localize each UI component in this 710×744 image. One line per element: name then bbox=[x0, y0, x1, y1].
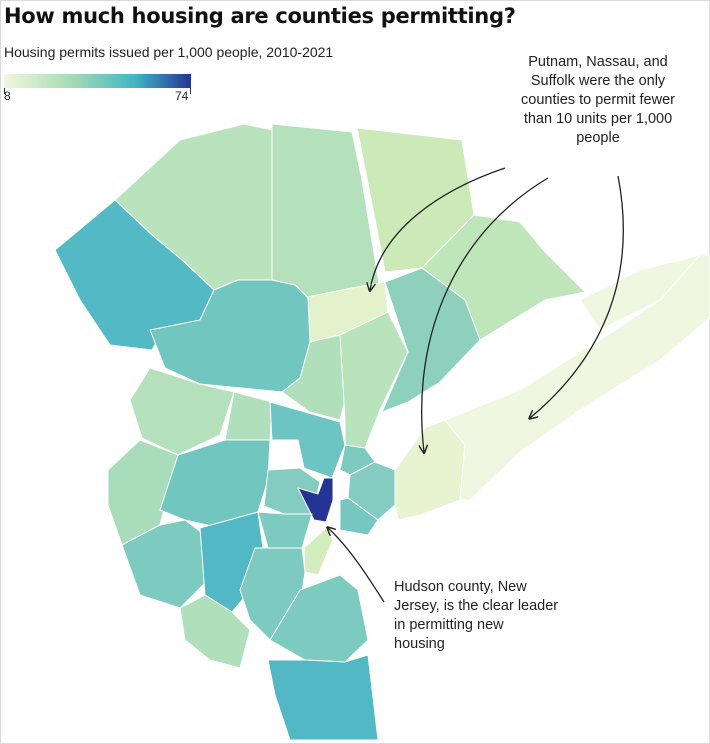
annotation-line: Putnam, Nassau, and bbox=[528, 54, 668, 70]
legend-max-label: 74 bbox=[175, 89, 189, 103]
annotation-low-permits: Putnam, Nassau, and Suffolk were the onl… bbox=[498, 53, 698, 148]
annotation-hudson-leader: Hudson county, New Jersey, is the clear … bbox=[394, 578, 614, 654]
annotation-line: counties to permit fewer bbox=[521, 92, 675, 108]
county-ocean bbox=[267, 654, 379, 741]
map-subtitle: Housing permits issued per 1,000 people,… bbox=[4, 44, 334, 60]
legend-tick-max bbox=[190, 88, 191, 94]
county-fairfield bbox=[381, 267, 481, 413]
county-bergen bbox=[269, 401, 346, 479]
county-sussex bbox=[129, 367, 235, 456]
annotation-arrow-nassau bbox=[422, 177, 549, 452]
annotation-arrow-hudson bbox=[328, 528, 385, 603]
county-suffolk-fork bbox=[579, 254, 701, 331]
county-hudson bbox=[297, 477, 334, 523]
county-monmouth bbox=[269, 574, 369, 663]
annotation-arrow-suffolk bbox=[530, 175, 624, 418]
county-kings bbox=[339, 497, 379, 536]
legend-color-bar bbox=[4, 74, 191, 88]
county-richmond bbox=[303, 527, 334, 576]
annotation-line: than 10 units per 1,000 bbox=[523, 111, 673, 127]
county-mercer bbox=[179, 594, 251, 669]
annotation-line: Hudson county, New bbox=[394, 579, 527, 595]
county-union bbox=[257, 511, 313, 549]
annotation-line: in permitting new bbox=[394, 617, 504, 633]
legend-min-label: 8 bbox=[4, 89, 11, 103]
annotation-line: Jersey, is the clear leader bbox=[394, 598, 559, 614]
annotation-line: people bbox=[576, 130, 620, 146]
legend-tick-min bbox=[4, 88, 5, 94]
annotation-arrow-putnam bbox=[370, 167, 506, 290]
county-westchester bbox=[339, 311, 409, 449]
annotation-line: housing bbox=[394, 636, 445, 652]
county-nassau bbox=[394, 419, 466, 521]
page-title: How much housing are counties permitting… bbox=[4, 4, 516, 28]
county-suffolk bbox=[444, 254, 710, 501]
annotation-line: Suffolk were the only bbox=[530, 73, 666, 89]
